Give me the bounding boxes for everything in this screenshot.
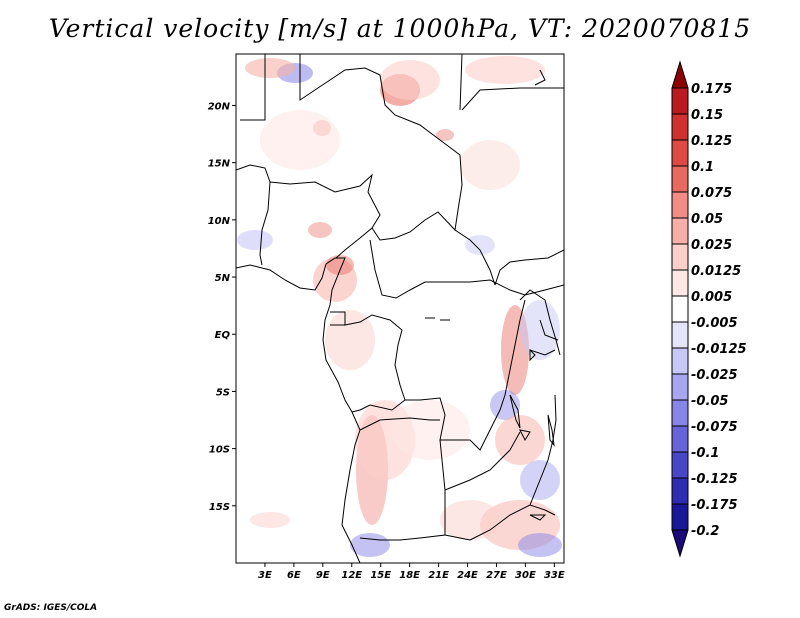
chart-title: Vertical velocity [m/s] at 1000hPa, VT: … [48,14,752,43]
colorbar-label: 0.15 [691,108,723,123]
colorbar: 0.175 0.15 0.125 0.1 0.075 0.05 0.025 0.0125 0.0… [671,60,747,558]
latitude-axis: 20N 15N 10N 5N EQ 5S 10S 15S [208,101,236,513]
colorbar-label: -0.125 [691,472,738,487]
colorbar-swatch [671,451,689,479]
colorbar-swatch [671,347,689,375]
colorbar-label: -0.05 [691,394,728,409]
colorbar-swatch [671,243,689,271]
colorbar-swatch [671,295,689,323]
velocity-field [236,54,564,563]
lat-tick-label: 15S [209,502,230,513]
lat-tick-label: 10S [209,445,230,456]
lon-tick-label: 15E [370,570,391,581]
grads-credit: GrADS: IGES/COLA [4,603,98,613]
colorbar-label: -0.075 [691,420,738,435]
colorbar-swatch [671,217,689,245]
lon-tick-label: 6E [287,570,301,581]
colorbar-swatch [671,113,689,141]
colorbar-label: -0.2 [691,524,719,539]
colorbar-label: 0.025 [691,238,732,253]
lon-tick-label: 21E [428,570,449,581]
colorbar-swatch [671,399,689,427]
coastlines-borders [236,54,564,563]
colorbar-swatch [671,269,689,297]
colorbar-bottom-arrow [671,529,689,558]
colorbar-label: -0.025 [691,368,738,383]
lon-tick-label: 12E [341,570,362,581]
colorbar-label: 0.1 [691,160,714,175]
colorbar-swatch [671,503,689,531]
colorbar-swatch [671,191,689,219]
lon-tick-label: 24E [457,570,478,581]
lat-tick-label: 10N [208,216,231,227]
lon-tick-label: 27E [486,570,507,581]
lon-tick-label: 30E [515,570,536,581]
colorbar-swatch [671,139,689,167]
colorbar-swatch [671,477,689,505]
colorbar-label: 0.0125 [691,264,741,279]
colorbar-swatch [671,425,689,453]
colorbar-label: -0.005 [691,316,738,331]
lon-tick-label: 18E [399,570,420,581]
colorbar-label: 0.05 [691,212,723,227]
colorbar-label: 0.175 [691,82,732,97]
colorbar-label: 0.005 [691,290,732,305]
colorbar-swatch [671,165,689,193]
longitude-axis: 3E 6E 9E 12E 15E 18E 21E 24E 27E 30E 33E [258,563,565,581]
lat-tick-label: 5S [216,387,230,398]
lat-tick-label: 15N [208,159,231,170]
colorbar-swatch [671,321,689,349]
map-frame [235,53,565,564]
lat-tick-label: 5N [215,273,231,284]
colorbar-label: -0.0125 [691,342,747,357]
colorbar-label: -0.1 [691,446,719,461]
lon-tick-label: 33E [544,570,565,581]
colorbar-swatch [671,87,689,115]
colorbar-label: 0.075 [691,186,732,201]
lon-tick-label: 9E [316,570,330,581]
colorbar-label: 0.125 [691,134,732,149]
lon-tick-label: 3E [258,570,272,581]
lat-tick-label: 20N [208,101,231,112]
lat-tick-label: EQ [215,330,231,341]
colorbar-top-arrow [671,60,689,89]
colorbar-swatch [671,373,689,401]
colorbar-label: -0.175 [691,498,738,513]
